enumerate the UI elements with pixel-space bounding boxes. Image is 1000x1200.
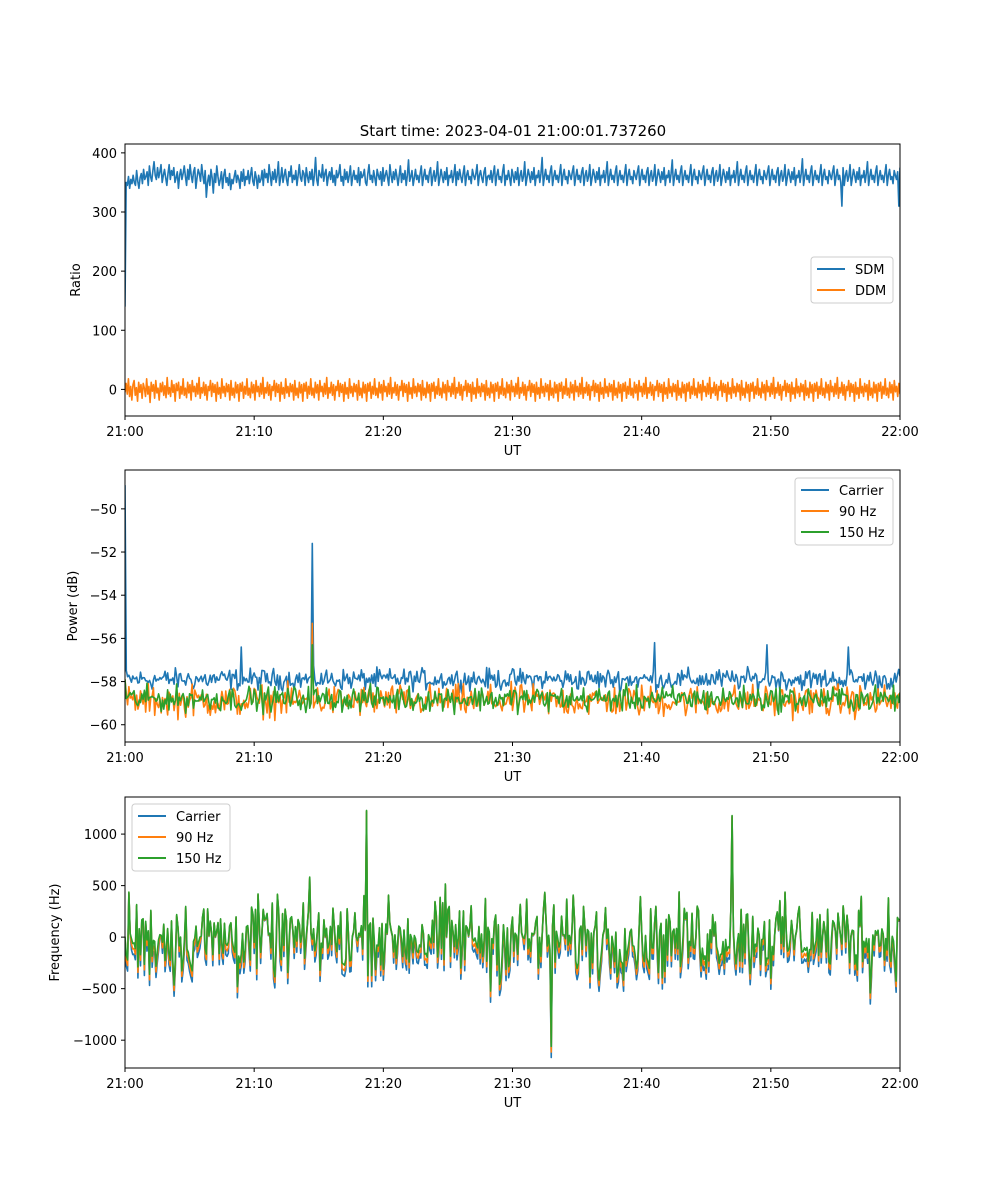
ratio-panel: 21:00 21:10 21:20 21:30 21:40 21:50 22:00 UT 0 10…: [69, 143, 919, 459]
x-tick-label: 22:00: [881, 751, 918, 766]
x-tick-label: 21:50: [752, 1077, 789, 1092]
y-tick-label: 0: [109, 931, 117, 946]
y-tick-label: 400: [92, 147, 117, 162]
legend-label: 90 Hz: [176, 831, 213, 846]
x-tick-label: 21:40: [623, 425, 660, 440]
x-tick-label: 21:50: [752, 425, 789, 440]
x-tick-label: 21:00: [106, 1077, 143, 1092]
y-tick-label: 0: [109, 383, 117, 398]
x-tick-label: 21:10: [235, 1077, 272, 1092]
legend-label: 90 Hz: [839, 505, 876, 520]
x-tick-label: 21:20: [365, 751, 402, 766]
y-axis-label: Frequency (Hz): [48, 883, 63, 981]
frequency-panel: 21:00 21:10 21:20 21:30 21:40 21:50 22:00 UT −10…: [48, 796, 919, 1111]
series-line-ddm: [125, 376, 900, 404]
legend-label: SDM: [855, 263, 884, 278]
x-tick-label: 21:20: [365, 1077, 402, 1092]
y-axis-label: Power (dB): [66, 571, 81, 642]
x-tick-label: 21:10: [235, 425, 272, 440]
x-tick-label: 21:40: [623, 751, 660, 766]
series-line-carrier: [125, 485, 900, 695]
series-line-90-hz: [125, 622, 900, 722]
series-line-sdm: [125, 156, 900, 307]
y-tick-label: 500: [92, 880, 117, 895]
y-axis-label: Ratio: [69, 263, 84, 296]
axes-frame: [124, 143, 901, 417]
x-tick-label: 21:20: [365, 425, 402, 440]
x-tick-label: 21:40: [623, 1077, 660, 1092]
x-axis-label: UT: [504, 770, 522, 785]
y-tick-label: 300: [92, 206, 117, 221]
power-panel: 21:00 21:10 21:20 21:30 21:40 21:50 22:00 UT −60…: [66, 469, 919, 785]
x-tick-label: 21:30: [494, 425, 531, 440]
y-tick-label: −500: [81, 983, 117, 998]
x-tick-label: 22:00: [881, 425, 918, 440]
legend-label: 150 Hz: [839, 526, 885, 541]
legend: [131, 803, 231, 872]
x-tick-label: 21:10: [235, 751, 272, 766]
x-tick-label: 22:00: [881, 1077, 918, 1092]
series-line-150-hz: [125, 809, 900, 1048]
y-tick-label: −60: [90, 719, 117, 734]
x-tick-label: 21:00: [106, 751, 143, 766]
chart-title: Start time: 2023-04-01 21:00:01.737260: [360, 122, 666, 140]
legend-label: Carrier: [176, 810, 221, 825]
x-axis-label: UT: [504, 1096, 522, 1111]
y-tick-label: 1000: [84, 828, 117, 843]
x-tick-label: 21:30: [494, 751, 531, 766]
y-tick-label: −54: [90, 589, 117, 604]
x-axis-label: UT: [504, 444, 522, 459]
y-tick-label: −56: [90, 632, 117, 647]
legend: [794, 477, 894, 546]
series-line-150-hz: [125, 644, 900, 716]
x-tick-label: 21:50: [752, 751, 789, 766]
y-tick-label: −58: [90, 676, 117, 691]
legend-label: Carrier: [839, 484, 884, 499]
y-tick-label: −50: [90, 503, 117, 518]
legend-label: DDM: [855, 284, 886, 299]
y-tick-label: 200: [92, 265, 117, 280]
x-tick-label: 21:00: [106, 425, 143, 440]
y-tick-label: −1000: [73, 1034, 117, 1049]
legend-label: 150 Hz: [176, 852, 222, 867]
x-tick-label: 21:30: [494, 1077, 531, 1092]
y-tick-label: 100: [92, 324, 117, 339]
y-tick-label: −52: [90, 546, 117, 561]
